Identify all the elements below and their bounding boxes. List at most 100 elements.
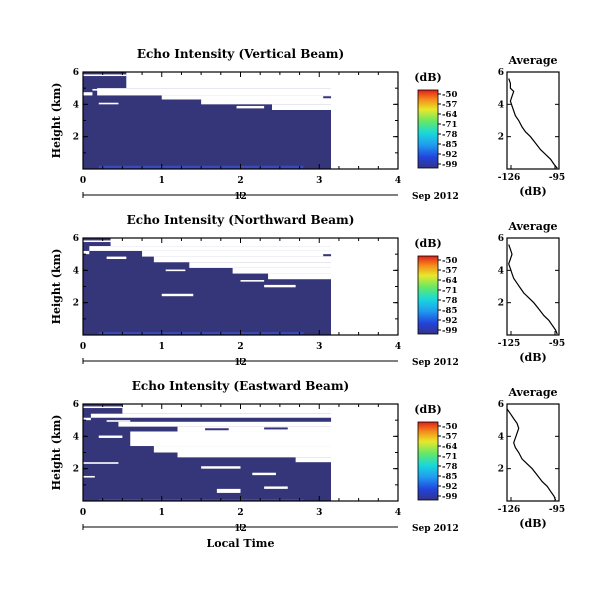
no-data-gap [83, 74, 127, 77]
y-tick-label: 4 [498, 100, 504, 110]
no-data-gap [252, 472, 276, 476]
no-data-gap [201, 99, 332, 105]
average-profile-line [508, 78, 558, 169]
no-data-gap [331, 95, 398, 169]
colorbar-tick-label: -92 [442, 150, 457, 160]
date-axis-marker: 12 [234, 192, 247, 202]
y-axis-label: Height (km) [50, 415, 63, 491]
x-tick-label: 0 [80, 508, 86, 518]
colorbar-tick-label: -71 [442, 452, 457, 462]
x-tick-label: 2 [237, 176, 243, 186]
average-frame [506, 403, 560, 502]
x-tick-label: 1 [159, 508, 165, 518]
panel-title: Echo Intensity (Vertical Beam) [137, 47, 344, 61]
average-profile-line [506, 408, 557, 501]
echo-strip [264, 427, 288, 430]
no-data-gap [291, 90, 332, 94]
y-tick-label: 4 [498, 266, 504, 276]
no-data-gap [153, 446, 398, 453]
x-tick-label: -95 [549, 173, 565, 183]
x-tick-label: -126 [498, 505, 521, 515]
colorbar-tick-label: -50 [442, 90, 457, 100]
x-tick-label: -95 [549, 339, 565, 349]
y-tick-label: 6 [73, 234, 79, 244]
average-frame [506, 71, 560, 170]
x-tick-label: 4 [395, 508, 401, 518]
no-data-gap [272, 104, 332, 110]
colorbar-tick-label: -50 [442, 422, 457, 432]
no-data-gap [236, 105, 265, 109]
y-tick-label: 4 [498, 432, 504, 442]
colorbar-tick-label: -71 [442, 120, 457, 130]
no-data-gap [142, 250, 398, 257]
x-tick-label: 1 [159, 342, 165, 352]
colorbar-label: (dB) [414, 71, 441, 84]
no-data-gap [83, 406, 123, 409]
date-axis-label: Sep 2012 [412, 524, 459, 534]
x-tick-label: 0 [80, 176, 86, 186]
x-tick-label: -95 [549, 505, 565, 515]
x-tick-label: -125 [498, 339, 521, 349]
no-data-gap [83, 92, 93, 96]
no-data-gap [126, 72, 398, 89]
y-tick-label: 2 [498, 299, 504, 309]
no-data-gap [118, 421, 398, 427]
y-tick-label: 2 [73, 465, 79, 475]
average-frame [506, 237, 560, 336]
y-tick-label: 2 [498, 133, 504, 143]
no-data-gap [83, 250, 90, 255]
colorbar-label: (dB) [414, 237, 441, 250]
no-data-gap [240, 280, 265, 282]
average-title: Average [507, 386, 557, 399]
x-axis-label: (dB) [519, 185, 546, 198]
x-tick-label: 2 [237, 508, 243, 518]
date-axis-label: Sep 2012 [412, 192, 459, 202]
x-tick-label: 3 [316, 508, 322, 518]
no-data-gap [83, 462, 119, 464]
no-data-gap [83, 417, 91, 421]
y-tick-label: 6 [498, 400, 504, 410]
colorbar-tick-label: -78 [442, 462, 457, 472]
x-tick-label: 3 [316, 176, 322, 186]
panel-title: Echo Intensity (Northward Beam) [127, 213, 355, 227]
no-data-gap [90, 413, 398, 418]
y-axis-label: Height (km) [50, 249, 63, 325]
colorbar-label: (dB) [414, 403, 441, 416]
x-tick-label: 4 [395, 176, 401, 186]
y-tick-label: 2 [73, 133, 79, 143]
no-data-gap [268, 273, 398, 280]
colorbar-tick-label: -57 [442, 432, 457, 442]
colorbar-tick-label: -85 [442, 306, 457, 316]
no-data-gap [106, 420, 131, 422]
x-tick-label: 4 [395, 342, 401, 352]
echo-strip [323, 254, 332, 257]
colorbar-tick-label: -92 [442, 482, 457, 492]
no-data-gap [177, 452, 398, 458]
no-data-gap [161, 95, 332, 100]
no-data-gap [165, 269, 186, 272]
no-data-gap [264, 284, 296, 288]
colorbar-tick-label: -57 [442, 266, 457, 276]
no-data-gap [189, 262, 398, 268]
no-data-gap [98, 102, 119, 105]
no-data-gap [83, 475, 95, 478]
no-data-gap [295, 457, 398, 463]
y-tick-label: 2 [498, 465, 504, 475]
x-axis-label: (dB) [519, 351, 546, 364]
no-data-gap [201, 466, 241, 469]
colorbar-tick-label: -92 [442, 316, 457, 326]
echo-strip [323, 96, 332, 99]
colorbar-tick-label: -85 [442, 472, 457, 482]
y-tick-label: 4 [73, 432, 79, 442]
date-axis-marker: 12 [234, 358, 247, 368]
date-axis-marker: 12 [234, 524, 247, 534]
average-title: Average [507, 54, 557, 67]
no-data-gap [122, 404, 398, 414]
colorbar [417, 421, 439, 501]
no-data-gap [130, 431, 398, 447]
heatmap-panel-1: Echo Intensity (Vertical Beam) Height (km… [50, 47, 459, 202]
x-axis-label: (dB) [519, 517, 546, 530]
